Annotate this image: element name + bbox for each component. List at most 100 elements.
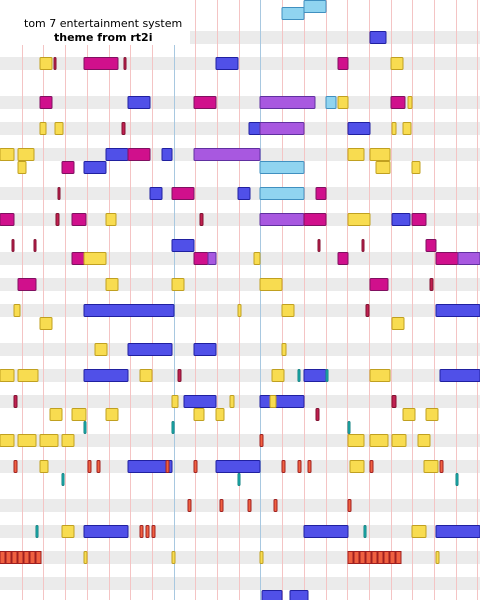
note xyxy=(237,304,242,317)
note xyxy=(171,278,185,291)
note xyxy=(39,460,49,473)
note xyxy=(261,590,283,600)
note xyxy=(215,408,225,421)
note xyxy=(402,408,416,421)
note xyxy=(389,551,396,564)
note xyxy=(39,317,53,330)
note xyxy=(171,551,176,564)
note xyxy=(0,213,15,226)
note xyxy=(207,252,217,265)
note xyxy=(105,213,117,226)
note xyxy=(61,434,75,447)
note xyxy=(237,473,241,486)
note xyxy=(303,369,327,382)
note xyxy=(13,460,18,473)
note xyxy=(391,122,397,135)
note xyxy=(17,551,24,564)
note xyxy=(369,278,389,291)
note xyxy=(29,551,36,564)
note xyxy=(11,551,18,564)
note xyxy=(315,408,320,421)
note xyxy=(281,304,295,317)
note xyxy=(359,551,366,564)
note xyxy=(253,252,261,265)
note xyxy=(457,252,480,265)
note xyxy=(13,395,18,408)
note xyxy=(83,252,107,265)
note xyxy=(259,187,305,200)
note xyxy=(347,551,354,564)
note xyxy=(353,551,360,564)
note xyxy=(281,343,287,356)
note xyxy=(377,551,384,564)
note xyxy=(171,421,175,434)
note xyxy=(161,148,173,161)
note xyxy=(17,369,39,382)
note xyxy=(187,499,192,512)
note xyxy=(71,213,87,226)
note xyxy=(149,187,163,200)
note xyxy=(83,57,119,70)
note xyxy=(248,122,262,135)
note xyxy=(33,239,37,252)
note xyxy=(23,551,30,564)
note xyxy=(281,460,286,473)
note xyxy=(165,460,170,473)
note xyxy=(13,304,21,317)
note xyxy=(363,525,367,538)
note xyxy=(53,57,57,70)
note xyxy=(411,213,427,226)
note xyxy=(83,421,87,434)
note xyxy=(259,213,305,226)
note xyxy=(94,343,108,356)
note xyxy=(17,148,35,161)
note xyxy=(139,525,144,538)
note xyxy=(439,460,444,473)
note xyxy=(315,187,327,200)
note xyxy=(121,122,126,135)
note xyxy=(61,525,75,538)
note xyxy=(347,148,365,161)
note xyxy=(49,408,63,421)
note xyxy=(259,434,264,447)
note xyxy=(435,304,480,317)
note xyxy=(391,317,405,330)
note xyxy=(193,343,217,356)
note xyxy=(193,148,261,161)
note xyxy=(105,278,119,291)
note xyxy=(87,460,92,473)
note xyxy=(83,161,107,174)
note xyxy=(325,96,337,109)
note xyxy=(259,96,316,109)
note xyxy=(390,57,404,70)
note xyxy=(325,369,329,382)
note xyxy=(171,187,195,200)
note xyxy=(273,499,278,512)
note xyxy=(127,96,151,109)
note xyxy=(439,369,480,382)
note xyxy=(349,460,365,473)
note xyxy=(17,161,27,174)
note xyxy=(127,148,151,161)
note xyxy=(369,148,391,161)
note xyxy=(271,369,285,382)
note xyxy=(297,460,302,473)
note xyxy=(83,304,175,317)
note xyxy=(229,395,235,408)
note xyxy=(411,161,421,174)
note xyxy=(375,161,391,174)
note xyxy=(39,122,47,135)
note xyxy=(429,278,434,291)
note xyxy=(425,408,439,421)
note xyxy=(71,408,87,421)
note xyxy=(361,239,365,252)
note xyxy=(259,395,305,408)
note xyxy=(83,551,88,564)
note xyxy=(391,213,411,226)
note xyxy=(35,525,39,538)
note xyxy=(193,460,198,473)
note xyxy=(307,460,312,473)
note xyxy=(17,278,37,291)
note xyxy=(0,434,15,447)
